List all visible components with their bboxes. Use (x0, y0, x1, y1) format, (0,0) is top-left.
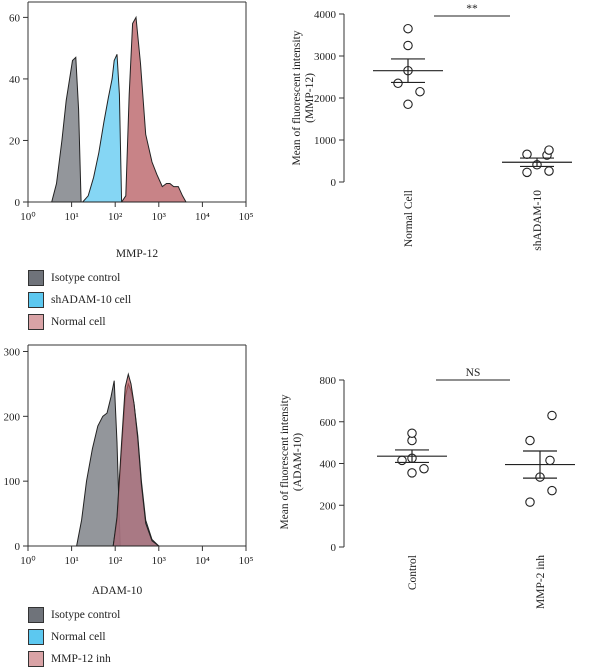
histogram-area-isotype-control (51, 56, 82, 203)
x-tick-label: 10⁵ (239, 555, 254, 567)
x-axis-label: ADAM-10 (92, 585, 143, 597)
legend-item: Isotype control (28, 604, 120, 626)
legend-swatch-mmp12 (28, 651, 44, 667)
x-axis-label: MMP-12 (116, 248, 158, 260)
y-tick-label: 20 (9, 135, 21, 147)
category-label: Control (407, 555, 419, 590)
data-point (403, 99, 413, 110)
legend-label: Normal cell (51, 631, 106, 643)
y-tick-label: 4000 (314, 9, 337, 21)
data-point (403, 40, 413, 51)
legend-item: MMP-12 inh (28, 648, 120, 670)
legend-top: Isotype control shADAM-10 cell Normal ce… (28, 267, 131, 333)
x-tick-label: 10² (108, 211, 123, 223)
significance-label: NS (466, 367, 481, 379)
legend-label: Isotype control (51, 272, 121, 284)
significance-label: ** (466, 3, 478, 15)
y-axis-label-line2: (ADAM-10) (292, 433, 304, 491)
x-tick-label: 10⁴ (195, 211, 210, 223)
data-point (547, 485, 557, 496)
histogram-area-shadam-10-cell (81, 54, 123, 203)
x-tick-label: 10² (108, 555, 123, 567)
data-point (407, 428, 417, 438)
x-tick-label: 10⁰ (20, 555, 36, 567)
hist-bottom-panel: 0 100 200 300 10⁰ 10¹ 10² 10³ 10⁴ 10⁵ ADAM-10 (4, 344, 254, 597)
y-tick-label: 0 (331, 542, 337, 554)
legend-item: Normal cell (28, 311, 131, 333)
data-point (397, 455, 407, 466)
data-point (544, 166, 554, 176)
y-tick-label: 300 (4, 346, 21, 358)
y-tick-label: 1000 (314, 135, 337, 147)
y-tick-label: 400 (320, 459, 337, 471)
data-point (525, 435, 535, 446)
histogram-area-mmp-12-inh (112, 372, 161, 547)
y-tick-label: 0 (15, 541, 21, 553)
data-point (407, 468, 417, 478)
data-point (522, 167, 532, 178)
data-point (545, 455, 555, 466)
legend-label: MMP-12 inh (51, 653, 111, 665)
legend-item: Isotype control (28, 267, 131, 289)
histogram-area-normal-cell (120, 15, 187, 203)
category-label: shADAM-10 (532, 190, 544, 251)
y-tick-label: 60 (9, 12, 21, 24)
legend-label: Isotype control (51, 609, 121, 621)
data-point (525, 497, 535, 507)
data-point (544, 145, 554, 155)
y-tick-label: 2000 (314, 93, 337, 105)
data-point (419, 463, 429, 474)
hist-top-panel: 0 20 40 60 10⁰ 10¹ 10² 10³ 10⁴ 10⁵ MMP-12 (9, 1, 254, 260)
data-point (393, 78, 403, 89)
legend-label: shADAM-10 cell (51, 294, 132, 306)
scatter-top-panel: 0 1000 2000 3000 4000 Normal Cell shADAM-10 **… (291, 3, 572, 251)
y-tick-label: 800 (320, 375, 337, 387)
x-tick-label: 10⁴ (195, 555, 210, 567)
y-tick-label: 200 (320, 500, 337, 512)
y-tick-label: 600 (320, 417, 337, 429)
legend-bottom: Isotype control Normal cell MMP-12 inh (28, 604, 120, 670)
histogram-area-isotype-control (75, 380, 121, 547)
legend-swatch-isotype (28, 607, 44, 623)
y-tick-label: 40 (9, 74, 21, 86)
legend-swatch-shadam (28, 292, 44, 308)
legend-label: Normal cell (51, 316, 106, 328)
x-tick-label: 10¹ (64, 555, 78, 567)
legend-item: Normal cell (28, 626, 120, 648)
scatter-bottom-panel: 0 200 400 600 800 Control MMP-2 inh NS Mean of… (279, 367, 575, 609)
x-tick-label: 10³ (152, 211, 167, 223)
legend-swatch-isotype (28, 270, 44, 286)
y-tick-label: 0 (331, 177, 337, 189)
y-axis-label-line1: Mean of fluorescent intensity (291, 30, 303, 165)
y-axis-label-line2: (MMP-12) (304, 73, 316, 123)
y-axis-label-line1: Mean of fluorescent intensity (279, 394, 291, 529)
y-tick-label: 3000 (314, 51, 337, 63)
data-point (415, 86, 425, 97)
y-tick-label: 100 (4, 476, 21, 488)
x-tick-label: 10¹ (64, 211, 78, 223)
category-label: MMP-2 inh (535, 555, 547, 609)
data-point (547, 410, 557, 421)
y-tick-label: 200 (4, 411, 21, 423)
x-tick-label: 10⁰ (20, 211, 36, 223)
legend-swatch-normal (28, 314, 44, 330)
x-tick-label: 10⁵ (239, 211, 254, 223)
legend-item: shADAM-10 cell (28, 289, 131, 311)
data-point (403, 23, 413, 34)
category-label: Normal Cell (403, 190, 415, 247)
legend-swatch-normal (28, 629, 44, 645)
data-point (522, 149, 532, 160)
x-tick-label: 10³ (152, 555, 167, 567)
y-tick-label: 0 (15, 197, 21, 209)
